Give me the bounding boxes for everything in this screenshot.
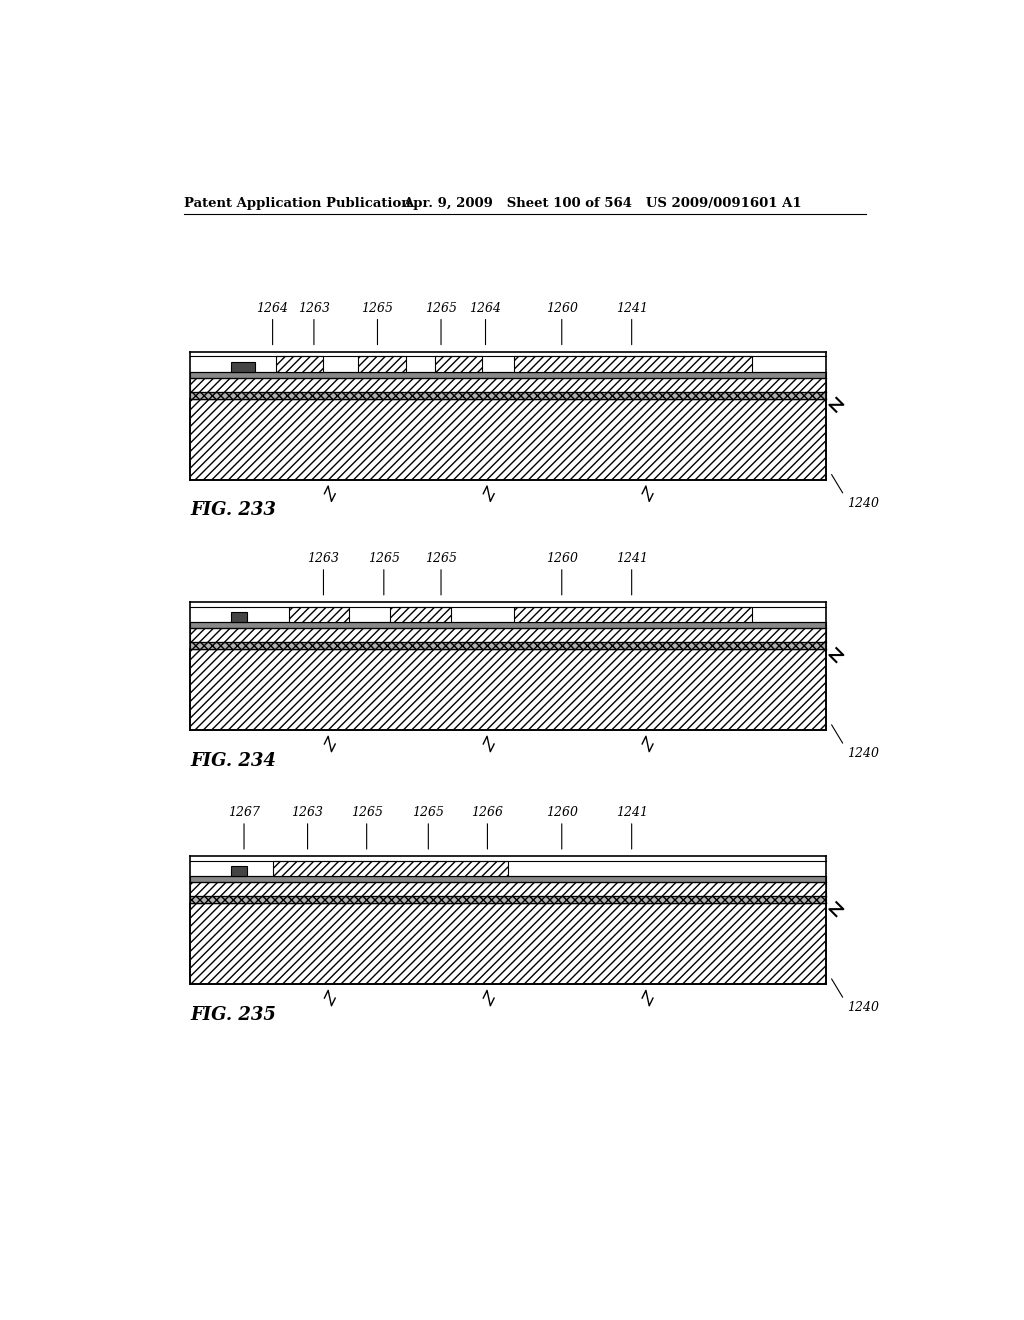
Text: 1263: 1263	[298, 302, 330, 315]
Text: 1241: 1241	[615, 807, 647, 820]
Text: 1240: 1240	[847, 747, 880, 760]
Bar	[514, 607, 753, 622]
Text: FIG. 234: FIG. 234	[190, 751, 275, 770]
Bar	[231, 866, 247, 876]
Text: 1241: 1241	[615, 302, 647, 315]
Text: 1260: 1260	[546, 552, 578, 565]
Bar	[190, 399, 825, 480]
Text: Patent Application Publication: Patent Application Publication	[183, 197, 411, 210]
Bar	[390, 607, 451, 622]
Text: 1266: 1266	[471, 807, 504, 820]
Text: 1260: 1260	[546, 302, 578, 315]
Bar	[190, 372, 825, 378]
Bar	[190, 896, 825, 903]
Bar	[190, 643, 825, 649]
Bar	[358, 356, 407, 372]
Bar	[231, 612, 247, 622]
Bar	[190, 643, 825, 649]
Bar	[231, 362, 255, 372]
Text: 1240: 1240	[847, 1001, 880, 1014]
Bar	[272, 861, 508, 876]
Text: 1265: 1265	[425, 552, 457, 565]
Bar	[190, 649, 825, 730]
Bar	[190, 399, 825, 480]
Text: FIG. 233: FIG. 233	[190, 502, 275, 520]
Bar	[190, 628, 825, 643]
Bar	[190, 378, 825, 392]
Bar	[190, 392, 825, 399]
Bar	[289, 607, 349, 622]
Bar	[190, 378, 825, 392]
Bar	[190, 882, 825, 896]
Bar	[190, 882, 825, 896]
Bar	[514, 356, 753, 372]
Text: 1264: 1264	[257, 302, 289, 315]
Bar	[190, 622, 825, 628]
Text: 1265: 1265	[350, 807, 383, 820]
Bar	[190, 649, 825, 730]
Bar	[275, 356, 324, 372]
Bar	[190, 876, 825, 882]
Text: FIG. 235: FIG. 235	[190, 1006, 275, 1024]
Text: 1265: 1265	[425, 302, 457, 315]
Text: 1265: 1265	[361, 302, 393, 315]
Text: 1260: 1260	[546, 807, 578, 820]
Text: 1240: 1240	[847, 496, 880, 510]
Text: 1241: 1241	[615, 552, 647, 565]
Text: 1265: 1265	[368, 552, 399, 565]
Text: 1267: 1267	[228, 807, 260, 820]
Text: Apr. 9, 2009   Sheet 100 of 564   US 2009/0091601 A1: Apr. 9, 2009 Sheet 100 of 564 US 2009/00…	[403, 197, 802, 210]
Text: 1263: 1263	[292, 807, 324, 820]
Bar	[190, 628, 825, 643]
Bar	[190, 392, 825, 399]
Bar	[190, 903, 825, 985]
Bar	[434, 356, 482, 372]
Bar	[190, 903, 825, 985]
Bar	[190, 896, 825, 903]
Text: 1265: 1265	[413, 807, 444, 820]
Text: 1264: 1264	[470, 302, 502, 315]
Text: 1263: 1263	[307, 552, 339, 565]
